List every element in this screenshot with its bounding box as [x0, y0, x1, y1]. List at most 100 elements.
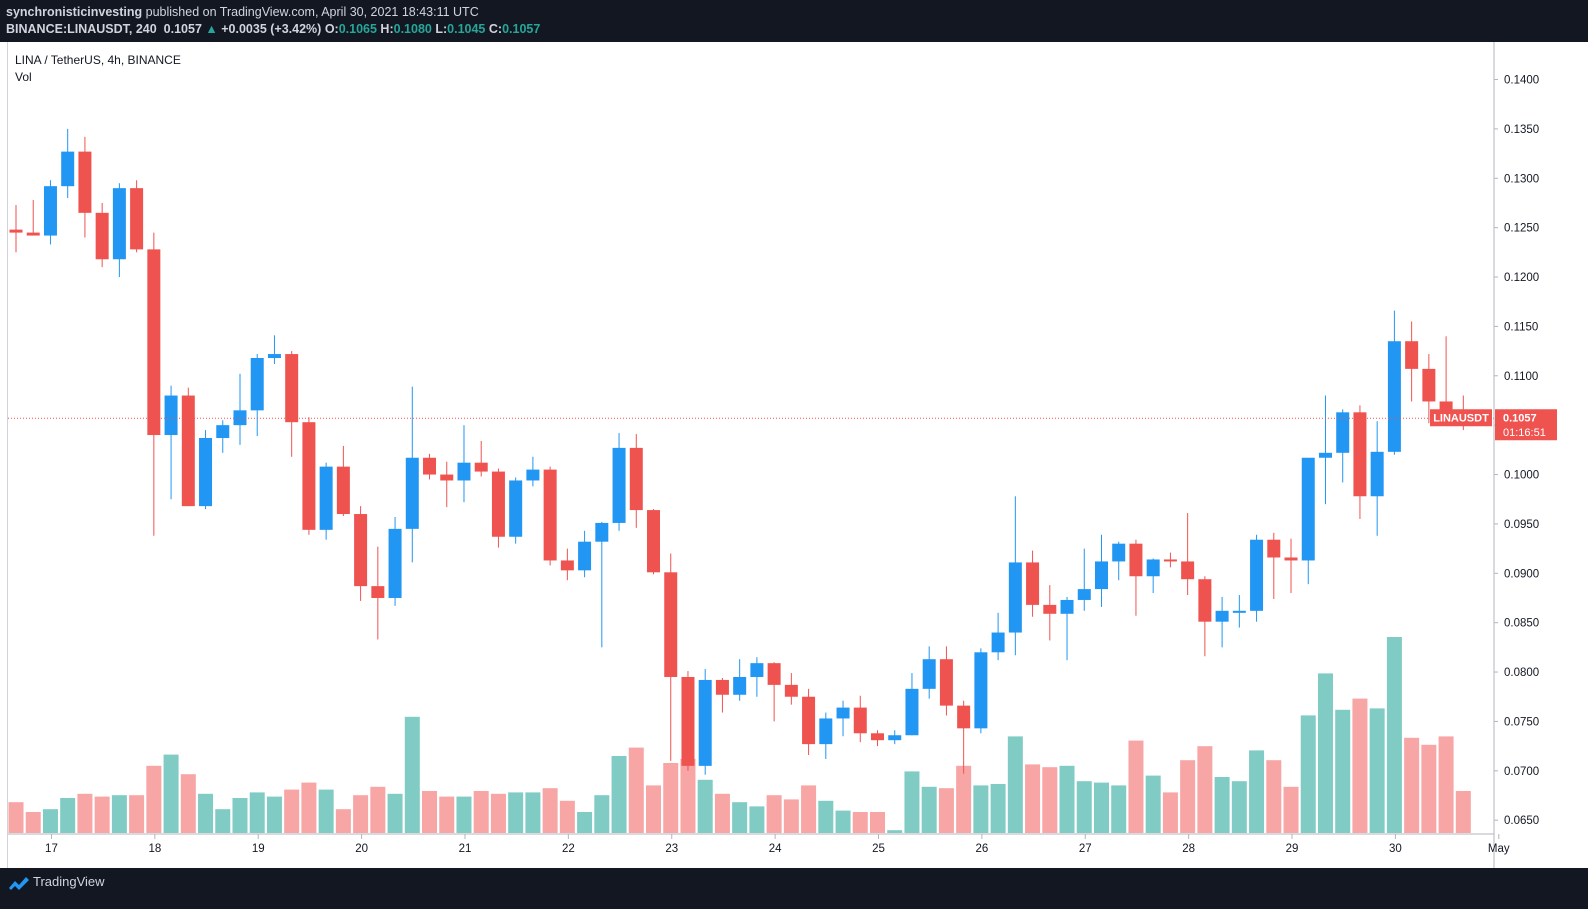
published-text: published on TradingView.com, April 30, … — [145, 5, 479, 19]
volume-bar — [921, 786, 937, 833]
volume-bar — [318, 789, 334, 833]
candle-body — [1077, 589, 1091, 600]
candle — [1439, 336, 1453, 424]
candle-body — [595, 522, 609, 542]
volume-bar — [284, 789, 300, 833]
volume-bar — [1283, 786, 1299, 833]
candle-body — [1198, 579, 1212, 622]
candle — [560, 548, 574, 581]
time-axis[interactable]: 17 18 19 20 21 22 23 24 25 26 27 28 29 30 May — [45, 834, 1510, 855]
candle — [302, 417, 316, 535]
symbol-price-tag: LINAUSDT — [1430, 409, 1492, 427]
volume-bar — [111, 795, 127, 833]
candle — [112, 183, 126, 278]
candle-body — [991, 632, 1005, 653]
volume-bar — [973, 785, 989, 833]
candle — [95, 202, 109, 268]
last-price: 0.1057 — [163, 22, 202, 36]
candle — [595, 521, 609, 648]
author-name[interactable]: synchronisticinvesting — [6, 5, 143, 19]
tradingview-logo-icon[interactable] — [7, 873, 31, 893]
candle-body — [388, 528, 402, 598]
volume-bar — [1266, 760, 1282, 833]
volume-layer — [8, 637, 1471, 833]
candlestick-chart[interactable]: 0.1400 0.1350 0.1300 0.1250 0.1200 0.1150 0.11… — [0, 42, 1588, 868]
volume-bar — [783, 799, 799, 833]
volume-bar — [525, 792, 541, 833]
candle — [819, 712, 833, 759]
candle-body — [302, 422, 316, 530]
candle — [371, 546, 385, 640]
price-tick-label: 0.1150 — [1504, 321, 1538, 333]
volume-bar — [818, 800, 834, 833]
symbol-label: BINANCE:LINAUSDT, 240 — [6, 22, 157, 36]
candle-body — [1405, 341, 1419, 369]
candle-body — [1267, 539, 1281, 558]
candle-body — [939, 659, 953, 706]
candle-body — [1387, 341, 1401, 452]
time-tick-label: 24 — [769, 843, 782, 855]
candle — [61, 128, 75, 199]
time-tick-label: 25 — [872, 843, 885, 855]
candle — [199, 430, 213, 510]
volume-bar — [1093, 782, 1109, 833]
candle-body — [1129, 543, 1143, 577]
volume-bar — [1111, 785, 1127, 833]
candle-body — [457, 462, 471, 481]
time-tick-label: 28 — [1182, 843, 1195, 855]
candle-body — [61, 151, 75, 187]
volume-bar — [456, 796, 472, 833]
volume-bar — [1145, 775, 1161, 833]
candle-body — [629, 447, 643, 511]
candle-body — [1060, 599, 1074, 614]
candle-body — [1318, 452, 1332, 458]
volume-bar — [1197, 746, 1213, 833]
volume-bar — [1335, 709, 1351, 833]
candle-body — [1112, 543, 1126, 562]
candle — [1198, 576, 1212, 657]
candle — [388, 517, 402, 606]
candle — [26, 200, 40, 236]
candle — [181, 387, 195, 507]
volume-bar — [835, 810, 851, 833]
candle-body — [43, 186, 57, 236]
price-tick-label: 0.1000 — [1504, 470, 1539, 482]
candle — [974, 648, 988, 734]
last-price-tag: 0.1057 01:16:51 — [1495, 409, 1557, 441]
volume-bar — [1042, 767, 1058, 833]
candle — [888, 730, 902, 745]
candle-body — [491, 471, 505, 537]
volume-bar — [559, 800, 575, 833]
volume-bar — [646, 785, 662, 833]
candle — [733, 659, 747, 701]
volume-bar — [129, 795, 145, 833]
candle — [147, 232, 161, 536]
volume-bar — [594, 795, 610, 833]
volume-bar — [870, 812, 885, 833]
chart-area[interactable]: 0.1400 0.1350 0.1300 0.1250 0.1200 0.1150 0.11… — [0, 42, 1588, 868]
candle-body — [1163, 559, 1177, 562]
volume-bar — [611, 756, 627, 833]
candle-body — [181, 395, 195, 507]
candle — [354, 506, 368, 601]
price-tick-label: 0.1200 — [1504, 272, 1539, 284]
volume-bar — [249, 792, 265, 833]
candle-body — [1008, 562, 1022, 633]
candle — [78, 136, 92, 238]
candle — [1043, 585, 1057, 641]
tradingview-brand[interactable]: TradingView — [33, 874, 105, 889]
volume-bar — [8, 802, 24, 833]
candle-body — [1284, 557, 1298, 561]
candle — [1284, 538, 1298, 594]
candle — [681, 671, 695, 771]
candle-body — [698, 679, 712, 766]
price-tick-label: 0.0900 — [1504, 568, 1539, 580]
candle — [1318, 395, 1332, 505]
volume-bar — [1162, 792, 1178, 833]
candle — [130, 180, 144, 253]
volume-bar — [301, 782, 317, 833]
candle — [491, 468, 505, 548]
candle-body — [853, 707, 867, 734]
candle-body — [836, 707, 850, 719]
price-axis[interactable]: 0.1400 0.1350 0.1300 0.1250 0.1200 0.1150 0.11… — [1494, 75, 1539, 828]
